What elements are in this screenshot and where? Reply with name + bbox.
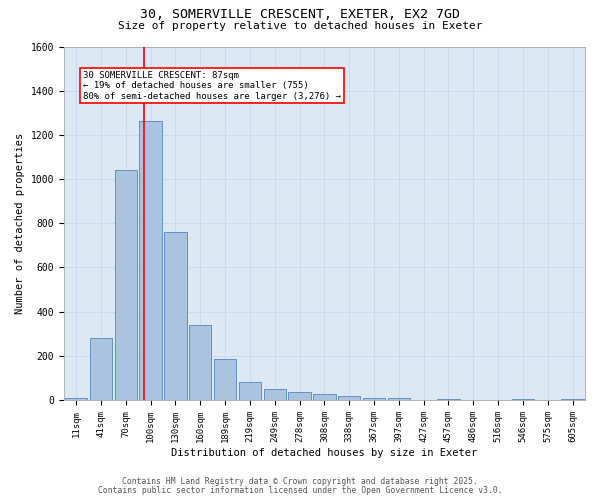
Text: Contains public sector information licensed under the Open Government Licence v3: Contains public sector information licen… <box>98 486 502 495</box>
Bar <box>313 394 335 400</box>
Bar <box>189 325 211 400</box>
Text: 30, SOMERVILLE CRESCENT, EXETER, EX2 7GD: 30, SOMERVILLE CRESCENT, EXETER, EX2 7GD <box>140 8 460 20</box>
Bar <box>90 338 112 400</box>
Bar <box>338 396 361 400</box>
Bar <box>164 232 187 400</box>
Bar <box>289 392 311 400</box>
Bar <box>512 399 534 400</box>
Bar <box>562 399 584 400</box>
Bar <box>115 170 137 400</box>
Bar <box>65 398 88 400</box>
Text: 30 SOMERVILLE CRESCENT: 87sqm
← 19% of detached houses are smaller (755)
80% of : 30 SOMERVILLE CRESCENT: 87sqm ← 19% of d… <box>83 71 341 101</box>
Bar <box>263 390 286 400</box>
Text: Contains HM Land Registry data © Crown copyright and database right 2025.: Contains HM Land Registry data © Crown c… <box>122 477 478 486</box>
Bar <box>437 399 460 400</box>
Text: Size of property relative to detached houses in Exeter: Size of property relative to detached ho… <box>118 21 482 31</box>
Bar <box>363 398 385 400</box>
Bar <box>239 382 261 400</box>
Bar <box>388 398 410 400</box>
Bar <box>139 120 162 400</box>
X-axis label: Distribution of detached houses by size in Exeter: Distribution of detached houses by size … <box>171 448 478 458</box>
Y-axis label: Number of detached properties: Number of detached properties <box>15 132 25 314</box>
Bar <box>214 359 236 400</box>
